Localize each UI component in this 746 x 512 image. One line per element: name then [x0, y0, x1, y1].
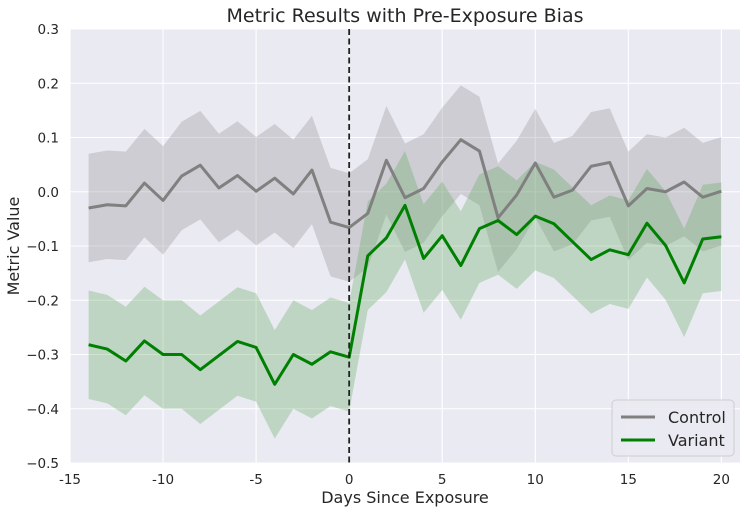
x-axis-label: Days Since Exposure	[321, 488, 489, 507]
x-tick-label: 10	[527, 472, 544, 488]
y-tick-label: 0.3	[38, 22, 59, 38]
legend: Control Variant	[611, 399, 735, 457]
x-tick-label: -5	[249, 472, 262, 488]
x-tick-label: 15	[620, 472, 637, 488]
chart-title: Metric Results with Pre-Exposure Bias	[226, 5, 583, 27]
gridlines	[69, 28, 740, 464]
legend-box	[611, 399, 735, 457]
y-tick-label: −0.5	[26, 456, 59, 472]
y-tick-label: −0.4	[26, 402, 59, 418]
x-tick-label: 20	[713, 472, 730, 488]
x-axis-ticks: -15 -10 -5 0 5 10 15 20	[59, 472, 730, 488]
x-tick-label: -10	[152, 472, 174, 488]
y-axis-ticks: −0.5 −0.4 −0.3 −0.2 −0.1 0.0 0.1 0.2 0.3	[26, 22, 59, 472]
series-lines	[88, 138, 722, 386]
y-axis-label: Metric Value	[4, 197, 23, 296]
y-tick-label: 0.1	[38, 131, 59, 147]
y-tick-label: −0.2	[26, 293, 59, 309]
x-tick-label: 0	[345, 472, 354, 488]
band-variant	[88, 151, 722, 439]
legend-label-control: Control	[668, 408, 726, 427]
legend-label-variant: Variant	[668, 431, 725, 450]
series-line-variant	[88, 203, 722, 386]
y-tick-label: −0.1	[26, 239, 59, 255]
y-tick-label: 0.2	[38, 76, 59, 92]
series-line-control	[88, 138, 722, 230]
y-tick-label: 0.0	[38, 185, 59, 201]
x-tick-label: -15	[59, 472, 81, 488]
y-tick-label: −0.3	[26, 348, 59, 364]
x-tick-label: 5	[438, 472, 447, 488]
